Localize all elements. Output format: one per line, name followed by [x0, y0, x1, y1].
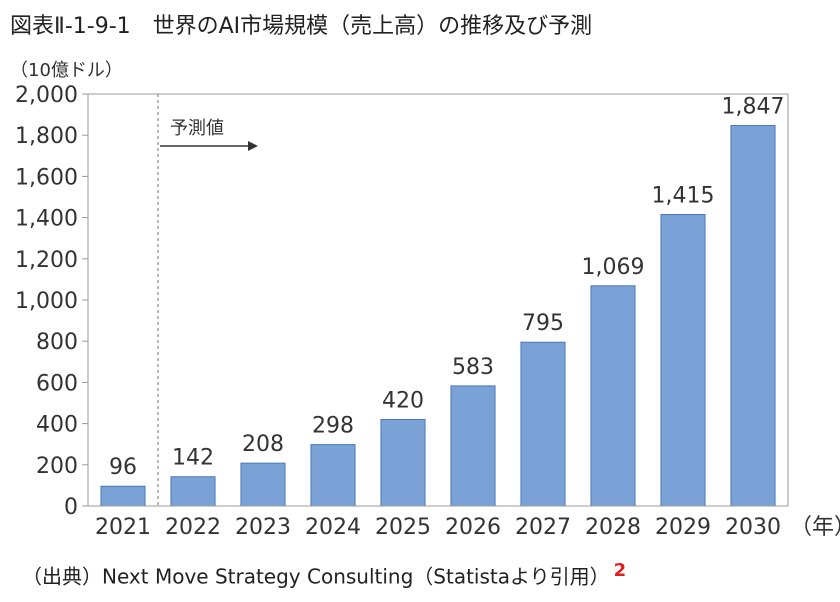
bars: [100, 125, 776, 507]
data-label: 1,847: [722, 95, 785, 120]
source-text: （出典）Next Move Strategy Consulting（Statis…: [22, 564, 610, 589]
x-tick-label: 2029: [655, 515, 711, 540]
bar-2026: [450, 385, 496, 507]
bar-2022: [170, 476, 216, 507]
y-axis: 0 200 400 600 800 1,000 1,200 1,400 1,600 1,800 2,…: [15, 83, 88, 520]
y-tick-label: 1,400: [15, 207, 78, 232]
forecast-label: 予測値: [170, 118, 224, 139]
x-tick-label: 2022: [165, 515, 221, 540]
bar-2029: [660, 214, 706, 507]
x-tick-label: 2023: [235, 515, 291, 540]
data-label: 142: [172, 446, 214, 471]
data-label: 795: [522, 311, 564, 336]
x-axis-unit-label: （年）: [790, 515, 840, 540]
bar-chart: （10億ドル） 0 200 400 600 800 1,000 1,200 1,400 1,60…: [10, 60, 840, 540]
bar-2027: [520, 341, 566, 507]
data-labels: 96 142 208 298 420 583 795 1,069 1,415 1,847: [109, 95, 784, 481]
bar-2025: [380, 418, 426, 507]
data-label: 1,069: [582, 255, 645, 280]
y-tick-label: 0: [64, 495, 78, 520]
x-tick-label: 2024: [305, 515, 361, 540]
footnote-ref: 2: [613, 560, 627, 581]
bar-2030: [730, 125, 776, 507]
y-axis-unit-label: （10億ドル）: [10, 60, 123, 81]
bar-2028: [590, 285, 636, 507]
forecast-arrow-head: [248, 141, 258, 151]
bar-2024: [310, 444, 356, 507]
forecast-annotation: 予測値: [157, 94, 258, 506]
bar-2021: [100, 485, 146, 507]
x-tick-label: 2028: [585, 515, 641, 540]
y-tick-label: 2,000: [15, 83, 78, 108]
plot-frame: [87, 93, 789, 507]
x-axis: 2021 2022 2023 2024 2025 2026 2027 2028 2029 2030: [95, 515, 781, 540]
data-label: 96: [109, 455, 137, 480]
y-tick-label: 1,000: [15, 289, 78, 314]
y-tick-label: 800: [36, 330, 78, 355]
data-label: 583: [452, 355, 494, 380]
bar-2023: [240, 462, 286, 507]
y-tick-label: 1,200: [15, 248, 78, 273]
x-tick-label: 2021: [95, 515, 151, 540]
x-tick-label: 2026: [445, 515, 501, 540]
y-tick-label: 200: [36, 454, 78, 479]
x-tick-label: 2030: [725, 515, 781, 540]
y-tick-label: 1,600: [15, 165, 78, 190]
x-tick-label: 2025: [375, 515, 431, 540]
source-note: （出典）Next Move Strategy Consulting（Statis…: [22, 560, 626, 590]
data-label: 208: [242, 432, 284, 457]
data-label: 420: [382, 388, 424, 413]
data-label: 298: [312, 414, 354, 439]
x-tick-label: 2027: [515, 515, 571, 540]
y-tick-label: 400: [36, 413, 78, 438]
y-tick-label: 600: [36, 371, 78, 396]
y-tick-label: 1,800: [15, 124, 78, 149]
data-label: 1,415: [652, 184, 715, 209]
chart-title: 図表Ⅱ-1-9-1 世界のAI市場規模（売上高）の推移及び予測: [10, 14, 593, 39]
